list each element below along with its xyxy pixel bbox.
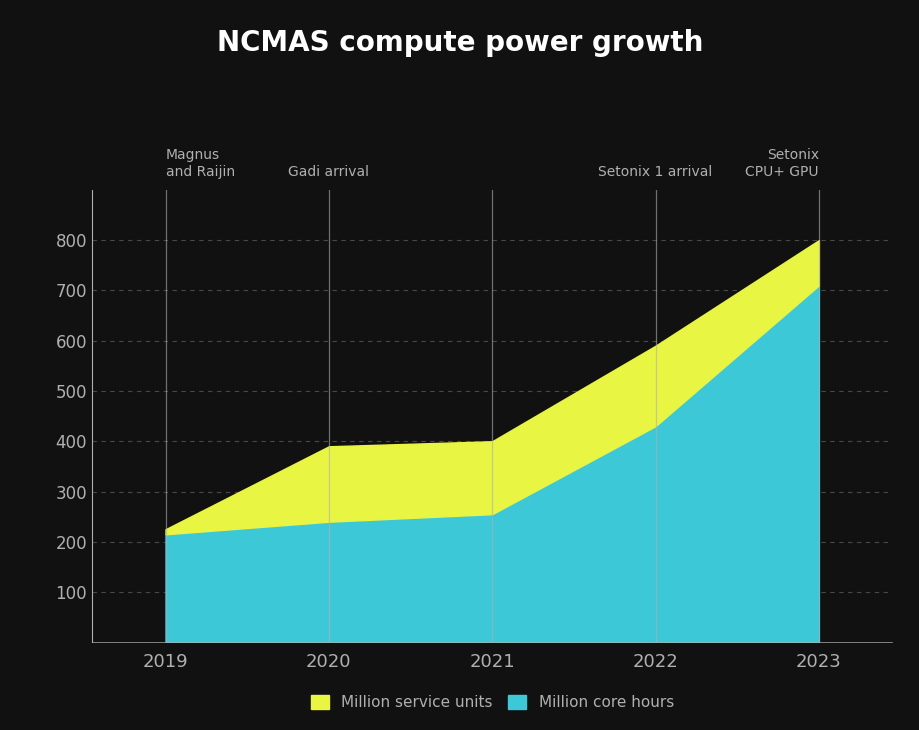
Text: Setonix 1 arrival: Setonix 1 arrival [597,165,712,179]
Legend: Million service units, Million core hours: Million service units, Million core hour… [311,695,673,710]
Text: NCMAS compute power growth: NCMAS compute power growth [217,29,702,57]
Text: Magnus
and Raijin: Magnus and Raijin [165,147,234,179]
Text: Setonix
CPU+ GPU: Setonix CPU+ GPU [744,147,818,179]
Text: Gadi arrival: Gadi arrival [288,165,369,179]
